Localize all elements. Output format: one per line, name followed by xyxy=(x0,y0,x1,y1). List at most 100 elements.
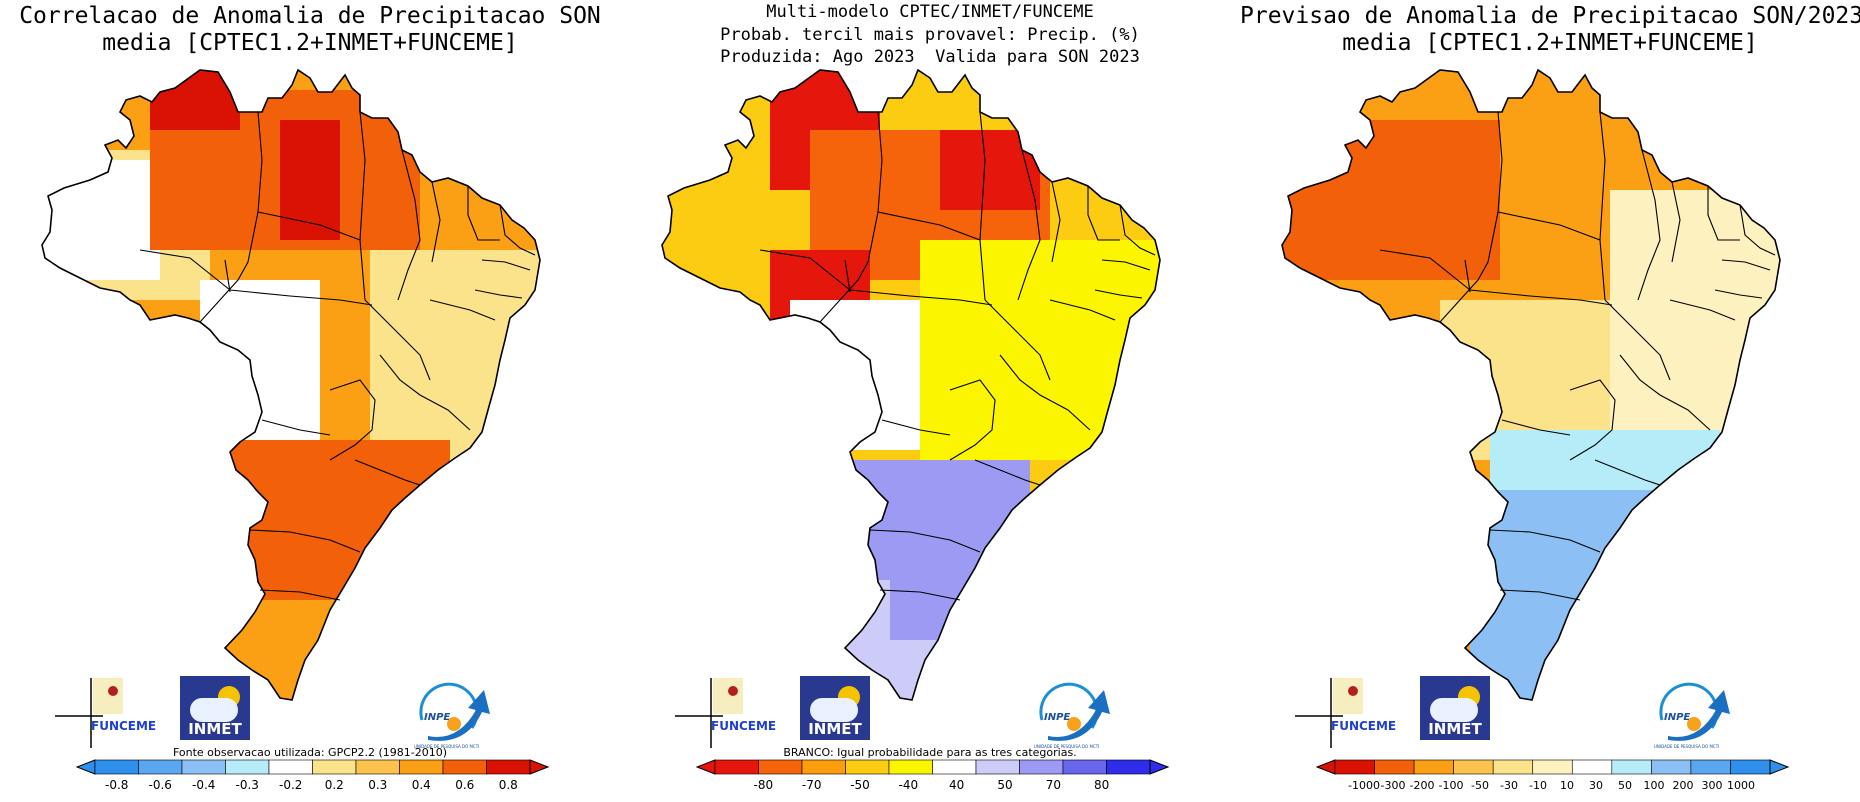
inpe-logo-text: INPE xyxy=(424,712,450,723)
region-peak xyxy=(940,130,1040,210)
colorbar-arrow-left xyxy=(695,759,716,775)
colorbar-arrow-right xyxy=(1769,759,1790,775)
state-border xyxy=(139,249,231,291)
region-northwest xyxy=(1282,120,1500,280)
state-border xyxy=(1017,149,1041,301)
state-border xyxy=(984,299,1051,381)
inpe-logo-subtext: UNIDADE DE PESQUISA DO MCTI xyxy=(1034,744,1099,749)
funceme-logo: FUNCEME xyxy=(1295,678,1415,748)
colorbar-swatch xyxy=(94,759,139,775)
inpe-logo: INPE UNIDADE DE PESQUISA DO MCTI xyxy=(410,680,495,750)
colorbar-tick-label: 30 xyxy=(1589,779,1603,792)
region-peak xyxy=(280,120,340,240)
state-border xyxy=(397,149,421,301)
region-south xyxy=(240,600,340,700)
inmet-logo: INMET xyxy=(800,676,870,740)
state-border xyxy=(379,354,471,431)
state-border xyxy=(1599,111,1606,301)
brazil-map xyxy=(661,68,1161,701)
state-border xyxy=(249,529,361,553)
state-border xyxy=(844,259,851,293)
colorbar-arrow-left xyxy=(1315,759,1336,775)
state-border xyxy=(364,299,431,381)
state-border xyxy=(431,181,441,263)
state-border xyxy=(1119,204,1156,256)
colorbar-tick-label: -80 xyxy=(754,778,774,792)
state-border xyxy=(1721,259,1771,271)
colorbar-tick-label: 10 xyxy=(1560,779,1574,792)
state-border xyxy=(199,111,263,323)
state-border xyxy=(1464,259,1471,293)
region-dry_core xyxy=(42,160,160,280)
colorbar-swatch xyxy=(1651,759,1692,775)
colorbar-tick-label: 80 xyxy=(1094,778,1109,792)
state-border xyxy=(481,259,531,271)
funceme-logo: FUNCEME xyxy=(55,678,175,748)
colorbar-swatch xyxy=(1019,759,1064,775)
state-border xyxy=(1087,186,1120,241)
colorbar-tick-label: -1000 xyxy=(1348,779,1380,792)
panel-correlation: Correlacao de Anomalia de Precipitacao S… xyxy=(0,0,620,802)
panel-title-line-3: Produzida: Ago 2023 Valida para SON 2023 xyxy=(720,47,1140,67)
colorbar-tick-label: -0.2 xyxy=(279,778,302,792)
region-northeast_coast xyxy=(370,250,540,470)
colorbar-swatch xyxy=(355,759,400,775)
state-border xyxy=(359,111,366,301)
state-border xyxy=(877,211,981,241)
state-border xyxy=(1671,181,1681,263)
inmet-logo: INMET xyxy=(1420,676,1490,740)
state-border xyxy=(974,459,1041,486)
state-borders xyxy=(139,111,536,601)
state-borders xyxy=(1379,111,1776,601)
region-south xyxy=(890,500,1010,640)
state-border xyxy=(1469,289,1613,306)
colorbar-swatch xyxy=(758,759,803,775)
colorbar-arrow-right xyxy=(529,759,550,775)
inpe-logo-subtext: UNIDADE DE PESQUISA DO MCTI xyxy=(1654,744,1719,749)
colorbar-arrow-right xyxy=(1149,759,1170,775)
region-south_edge xyxy=(1490,430,1720,490)
inmet-logo-text: INMET xyxy=(1428,720,1482,738)
colorbar-swatch xyxy=(1374,759,1415,775)
panel-title-line-1: Multi-modelo CPTEC/INMET/FUNCEME xyxy=(766,2,1094,22)
colorbar-swatch xyxy=(1730,759,1771,775)
state-border xyxy=(1594,459,1661,486)
state-border xyxy=(869,529,981,553)
colorbar-tick-label: 50 xyxy=(997,778,1012,792)
state-border xyxy=(1497,211,1601,241)
state-border xyxy=(1439,111,1503,323)
state-border xyxy=(1637,149,1661,301)
colorbar-swatch xyxy=(1413,759,1454,775)
colorbar-tick-label: -40 xyxy=(899,778,919,792)
panel-title-line-2: media [CPTEC1.2+INMET+FUNCEME] xyxy=(1342,30,1758,56)
colorbar-tick-label: -0.4 xyxy=(192,778,215,792)
region-center_east xyxy=(920,240,1160,460)
colorbar-swatch xyxy=(1690,759,1731,775)
colorbar-tick-label: 0.4 xyxy=(412,778,431,792)
state-border xyxy=(1051,181,1061,263)
state-border xyxy=(329,379,376,461)
panel-anomaly-forecast: Previsao de Anomalia de Precipitacao SON… xyxy=(1240,0,1860,802)
colorbar: -80 -70 -50 -40 40 50 70 80 xyxy=(695,759,1170,792)
funceme-logo: FUNCEME xyxy=(675,678,795,748)
country-outline xyxy=(661,68,1161,701)
state-border xyxy=(1499,589,1581,601)
state-border xyxy=(1101,259,1151,271)
colorbar-tick-label: -50 xyxy=(850,778,870,792)
colorbar-swatch xyxy=(888,759,933,775)
state-border xyxy=(1739,204,1776,256)
colorbar-swatch xyxy=(1611,759,1652,775)
funceme-logo-text: FUNCEME xyxy=(711,719,776,733)
panel-title-line-1: Correlacao de Anomalia de Precipitacao S… xyxy=(19,3,601,29)
colorbar-swatch xyxy=(1532,759,1573,775)
colorbar-tick-label: -0.3 xyxy=(236,778,259,792)
state-border xyxy=(474,289,523,299)
brazil-map xyxy=(41,68,541,701)
state-border xyxy=(1501,419,1571,436)
country-outline xyxy=(1281,68,1781,701)
colorbar: -1000 -300 -200 -100 -50 -30 -10 10 30 50 100 200 30… xyxy=(1315,759,1790,792)
colorbar-tick-label: 70 xyxy=(1046,778,1061,792)
colorbar-swatch xyxy=(138,759,183,775)
colorbar-tick-label: 1000 xyxy=(1727,779,1755,792)
colorbar-swatch xyxy=(1334,759,1375,775)
